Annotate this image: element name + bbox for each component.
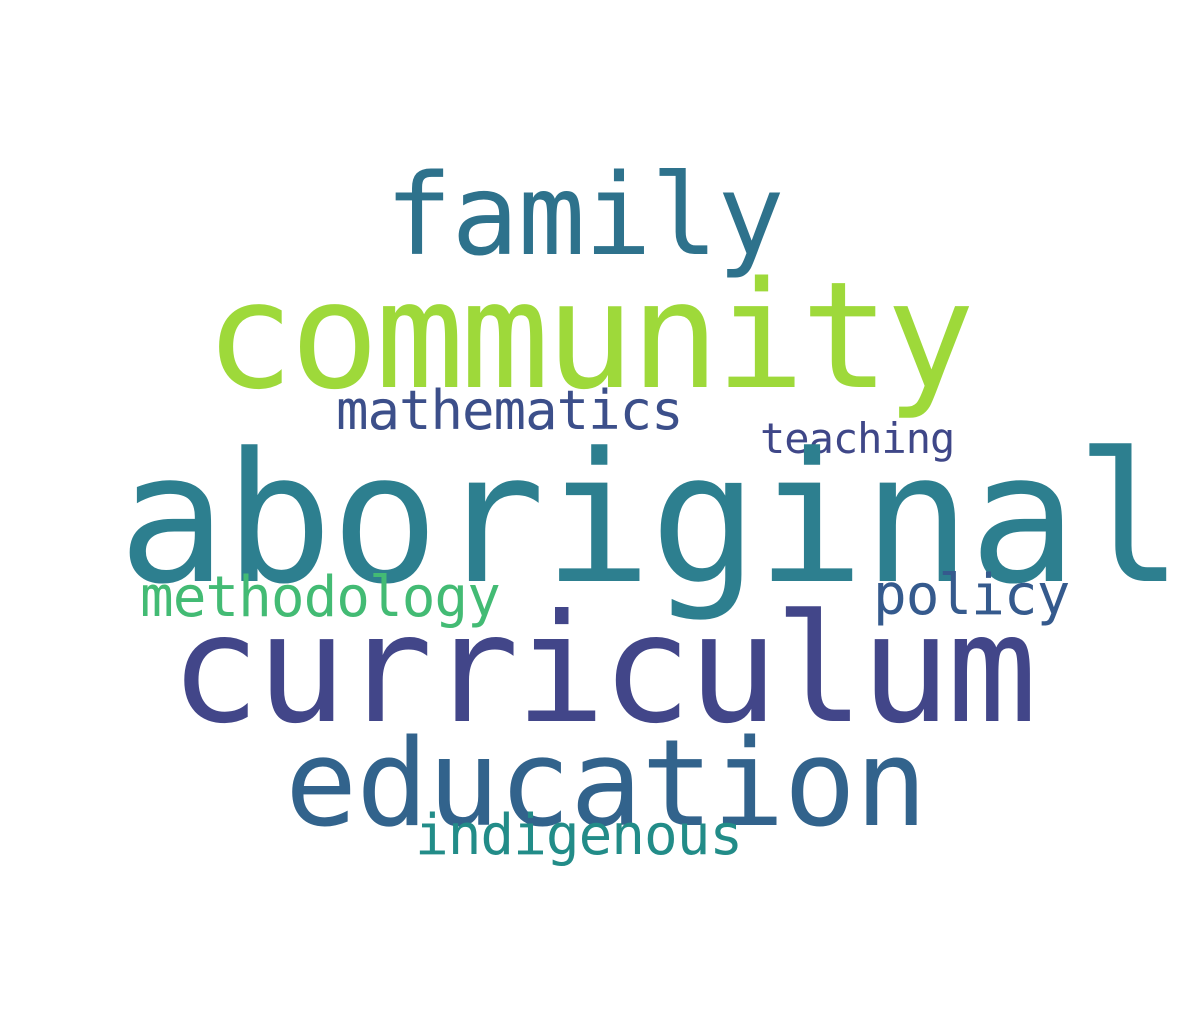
- word-policy: policy: [873, 563, 1070, 628]
- word-education: education: [285, 715, 927, 854]
- word-aboriginal: aboriginal: [118, 415, 1184, 624]
- word-community: community: [205, 250, 975, 422]
- word-methodology: methodology: [140, 565, 501, 630]
- word-teaching: teaching: [760, 414, 955, 463]
- word-indigenous: indigenous: [415, 803, 743, 868]
- word-curriculum: curriculum: [170, 583, 1037, 757]
- word-family: family: [385, 151, 785, 281]
- word-mathematics: mathematics: [336, 379, 684, 442]
